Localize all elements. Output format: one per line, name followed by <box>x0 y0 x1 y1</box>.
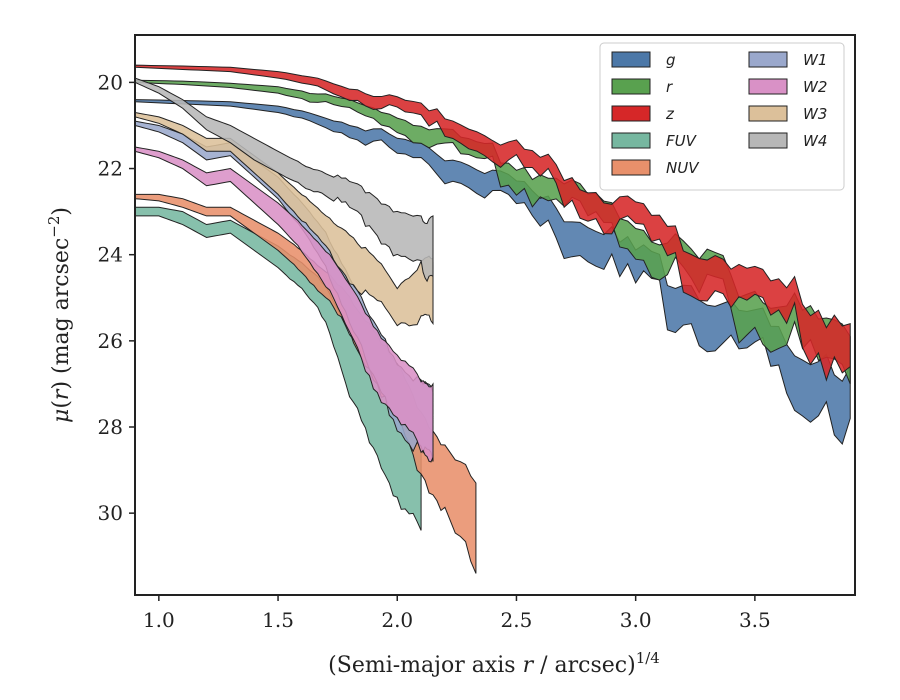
legend-label-fuv: FUV <box>666 132 698 150</box>
profile-areas <box>135 64 851 574</box>
area-fuv <box>135 206 422 531</box>
legend-swatch-w4 <box>748 132 788 149</box>
legend-swatch-w1 <box>748 51 788 68</box>
legend-swatch-fuv <box>611 132 651 149</box>
legend-swatch-g <box>611 51 651 68</box>
plot-frame <box>134 34 856 596</box>
legend-label-w2: W2 <box>803 78 827 96</box>
y-tick-label: 26 <box>98 329 123 353</box>
legend: grz FUV NUV W1 W2 W3 W4 <box>599 42 845 191</box>
y-axis-label: μ(r) (mag arcsec−2) <box>45 207 74 423</box>
legend-label-w3: W3 <box>803 105 827 123</box>
legend-label-nuv: NUV <box>666 159 700 177</box>
legend-swatch-nuv <box>611 159 651 176</box>
legend-label-g: g <box>666 51 676 69</box>
legend-swatch-r <box>611 78 651 95</box>
y-tick-label: 24 <box>98 243 123 267</box>
area-w4 <box>135 77 434 283</box>
x-axis-label: (Semi-major axis r / arcsec)1/4 <box>328 649 660 678</box>
legend-label-z: z <box>665 105 675 123</box>
area-g <box>135 99 851 446</box>
x-tick-label: 2.0 <box>381 608 413 632</box>
legend-swatch-w3 <box>748 105 788 122</box>
x-tick-label: 2.5 <box>501 608 533 632</box>
legend-label-w4: W4 <box>803 132 827 150</box>
x-tick-label: 3.5 <box>739 608 771 632</box>
area-w2 <box>135 146 434 463</box>
x-tick-label: 3.0 <box>620 608 652 632</box>
y-tick-label: 28 <box>98 415 123 439</box>
x-tick-label: 1.5 <box>262 608 294 632</box>
area-nuv <box>135 193 477 574</box>
legend-label-w1: W1 <box>803 51 827 69</box>
legend-swatch-z <box>611 105 651 122</box>
x-tick-label: 1.0 <box>143 608 175 632</box>
legend-swatch-w2 <box>748 78 788 95</box>
y-axis-ticks: 20 22 24 26 28 30 <box>98 70 135 525</box>
y-tick-label: 30 <box>98 501 123 525</box>
area-z <box>135 64 851 382</box>
x-axis-ticks: 1.0 1.5 2.0 2.5 3.0 3.5 <box>143 595 771 632</box>
y-tick-label: 22 <box>98 157 123 181</box>
legend-label-r: r <box>666 78 673 96</box>
y-tick-label: 20 <box>98 70 123 94</box>
